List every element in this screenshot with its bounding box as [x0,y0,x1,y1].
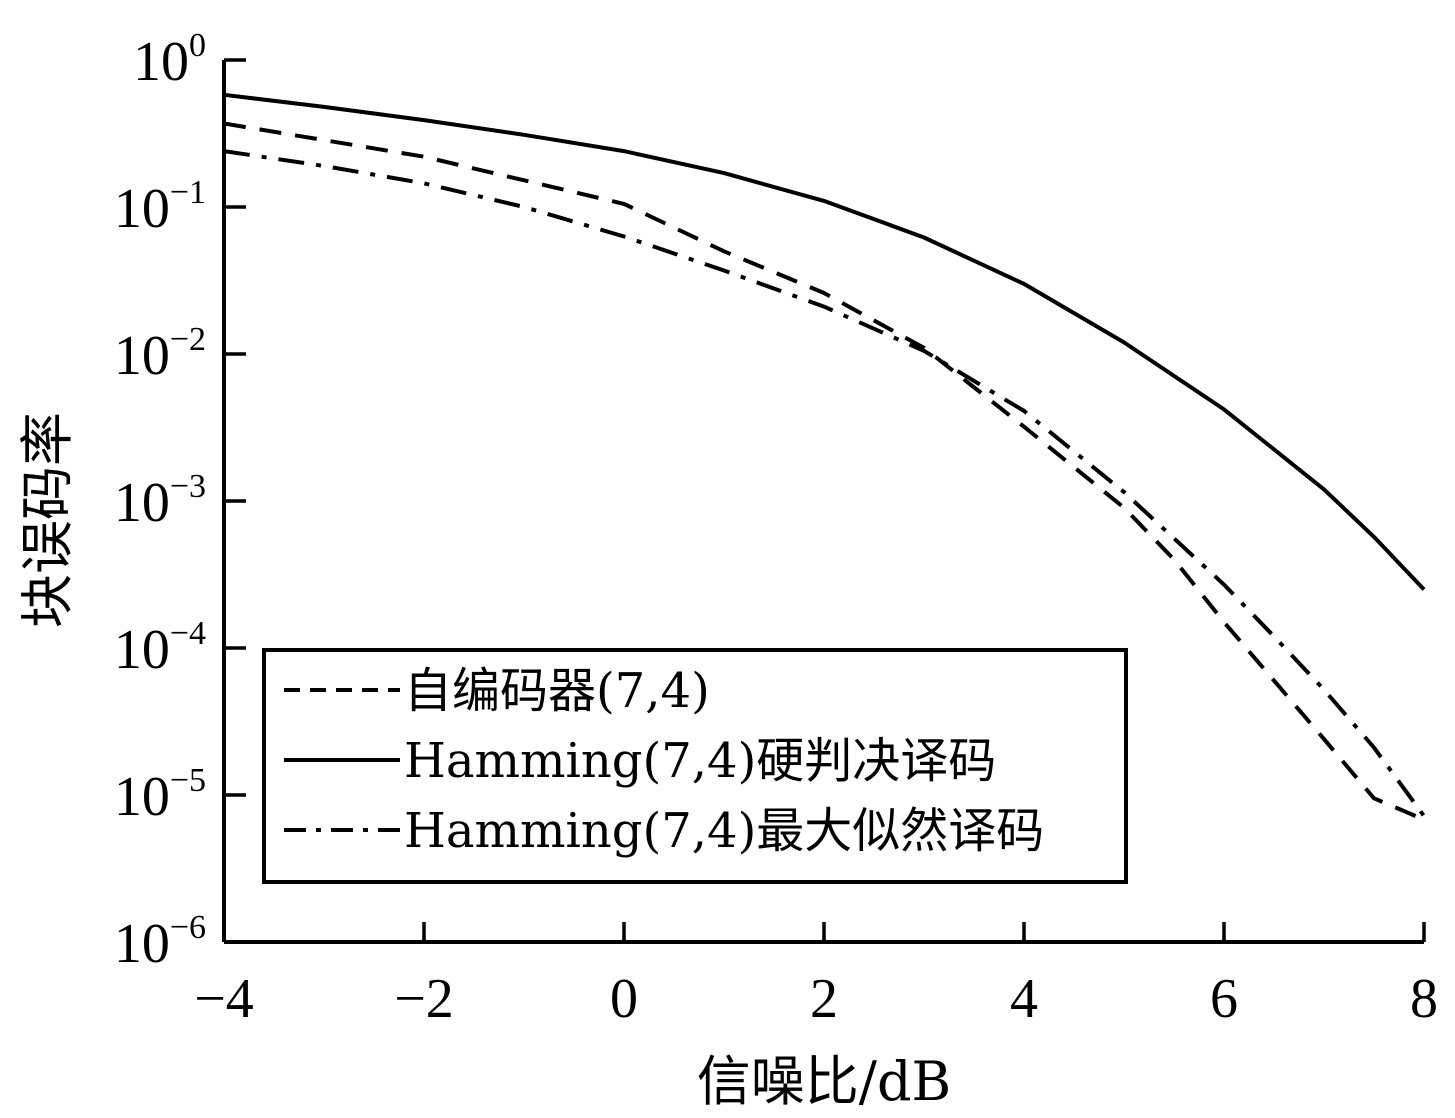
y-axis-title: 块误码率 [16,412,79,628]
legend-label-2: Hamming(7,4)硬判决译码 [404,733,996,789]
y-tick-label: 10−6 [114,909,206,975]
x-tick-label: 8 [1410,968,1438,1030]
y-ticks: 100 10−1 10−2 10−3 10−4 10−5 10−6 [114,27,246,975]
series-line-2 [223,92,1426,591]
y-tick-label: 10−4 [114,615,206,681]
x-ticks: −4 −2 0 2 4 6 8 [194,922,1438,1030]
x-tick-label: 6 [1210,968,1238,1030]
y-tick-label: 10−2 [114,321,206,387]
y-tick-label: 10−5 [114,762,206,828]
legend: 自编码器(7,4) Hamming(7,4)硬判决译码 Hamming(7,4)最大… [262,648,1128,884]
series-layer [223,92,1426,822]
x-axis-title: 信噪比/dB [697,1050,951,1113]
y-tick-label: 10−1 [114,174,206,240]
series-line-3 [223,149,1426,818]
legend-label-1: 自编码器(7,4) [404,663,710,719]
x-tick-label: 4 [1010,968,1038,1030]
x-tick-label: 0 [610,968,638,1030]
y-tick-label: 10−3 [114,468,206,534]
x-tick-label: −2 [394,968,454,1030]
legend-label-3: Hamming(7,4)最大似然译码 [404,803,1044,859]
x-tick-label: 2 [810,968,838,1030]
x-tick-label: −4 [194,968,254,1030]
y-tick-label: 100 [133,27,206,93]
legend-box [262,648,1128,884]
